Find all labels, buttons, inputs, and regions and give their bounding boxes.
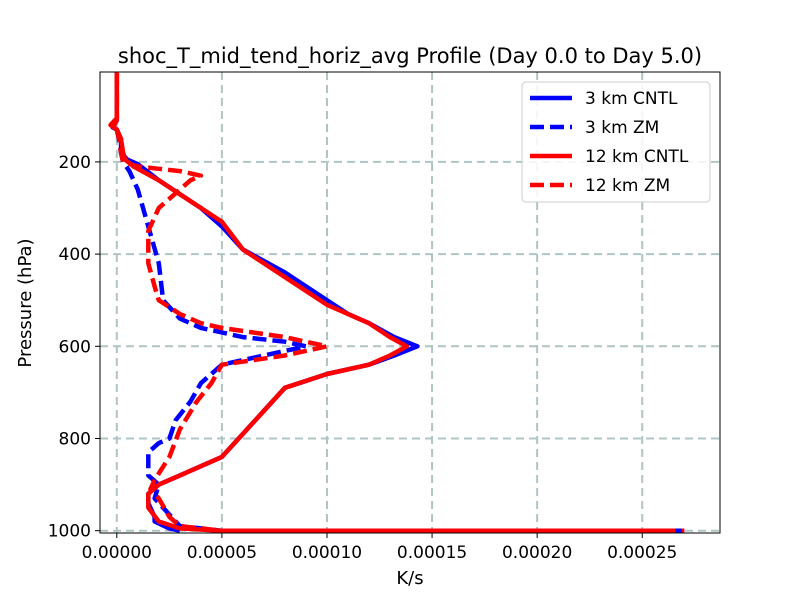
x-tick-label: 0.00015 (397, 543, 467, 563)
legend-box (521, 81, 711, 203)
x-tick-label: 0.00025 (607, 543, 677, 563)
y-axis-ticks: 200 400 600 800 1000 (48, 153, 100, 542)
series-line-12-km-zm (110, 72, 685, 533)
y-tick-label: 400 (59, 245, 91, 265)
y-tick-label: 800 (59, 429, 91, 449)
y-tick-label: 1000 (48, 522, 91, 542)
legend: 3 km CNTL 3 km ZM 12 km CNTL 12 km ZM (521, 81, 711, 203)
series-line-3-km-zm (110, 72, 685, 533)
x-tick-label: 0.00020 (502, 543, 572, 563)
y-axis-label: Pressure (hPa) (15, 238, 36, 367)
legend-label: 12 km ZM (585, 176, 670, 196)
x-axis-ticks: 0.00000 0.00005 0.00010 0.00015 0.00020 0.000… (82, 533, 677, 563)
x-tick-label: 0.00000 (82, 543, 152, 563)
plot-frame (99, 71, 721, 534)
x-tick-label: 0.00010 (292, 543, 362, 563)
y-tick-label: 200 (59, 153, 91, 173)
x-tick-label: 0.00005 (187, 543, 257, 563)
legend-label: 3 km ZM (585, 118, 659, 138)
chart-title: shoc_T_mid_tend_horiz_avg Profile (Day 0… (118, 44, 702, 69)
legend-label: 12 km CNTL (585, 147, 689, 167)
legend-label: 3 km CNTL (585, 89, 678, 109)
y-tick-label: 600 (59, 337, 91, 357)
x-axis-label: K/s (396, 568, 423, 589)
plot-series (108, 72, 685, 533)
